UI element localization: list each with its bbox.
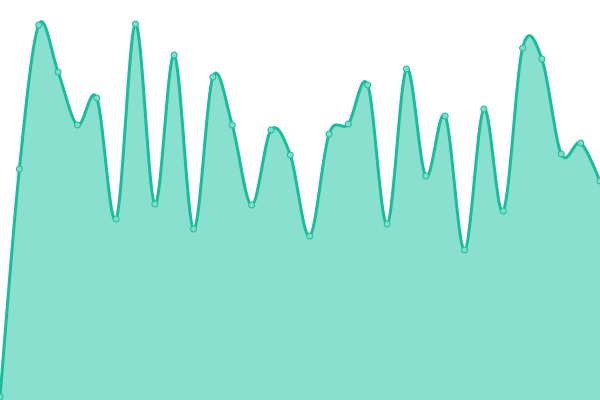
data-point: [286, 151, 294, 159]
data-point: [325, 130, 333, 138]
data-point: [480, 105, 488, 113]
data-point: [519, 44, 527, 52]
data-point: [557, 150, 565, 158]
data-point: [441, 112, 449, 120]
data-point: [209, 73, 217, 81]
data-point: [596, 177, 600, 185]
data-point: [248, 201, 256, 209]
data-point: [577, 139, 585, 147]
data-point: [93, 94, 101, 102]
data-point: [131, 20, 139, 28]
data-point: [54, 68, 62, 76]
data-point: [190, 225, 198, 233]
data-point: [422, 172, 430, 180]
data-point: [499, 207, 507, 215]
data-point: [306, 232, 314, 240]
data-point: [0, 393, 4, 400]
data-point: [461, 246, 469, 254]
data-point: [112, 215, 120, 223]
data-point: [383, 220, 391, 228]
data-point: [538, 55, 546, 63]
data-point: [73, 121, 81, 129]
data-point: [170, 51, 178, 59]
data-points: [0, 20, 600, 400]
data-point: [35, 21, 43, 29]
data-point: [364, 81, 372, 89]
data-point: [267, 126, 275, 134]
data-point: [402, 65, 410, 73]
data-point: [228, 121, 236, 129]
data-point: [344, 120, 352, 128]
data-point: [151, 200, 159, 208]
data-point: [15, 165, 23, 173]
